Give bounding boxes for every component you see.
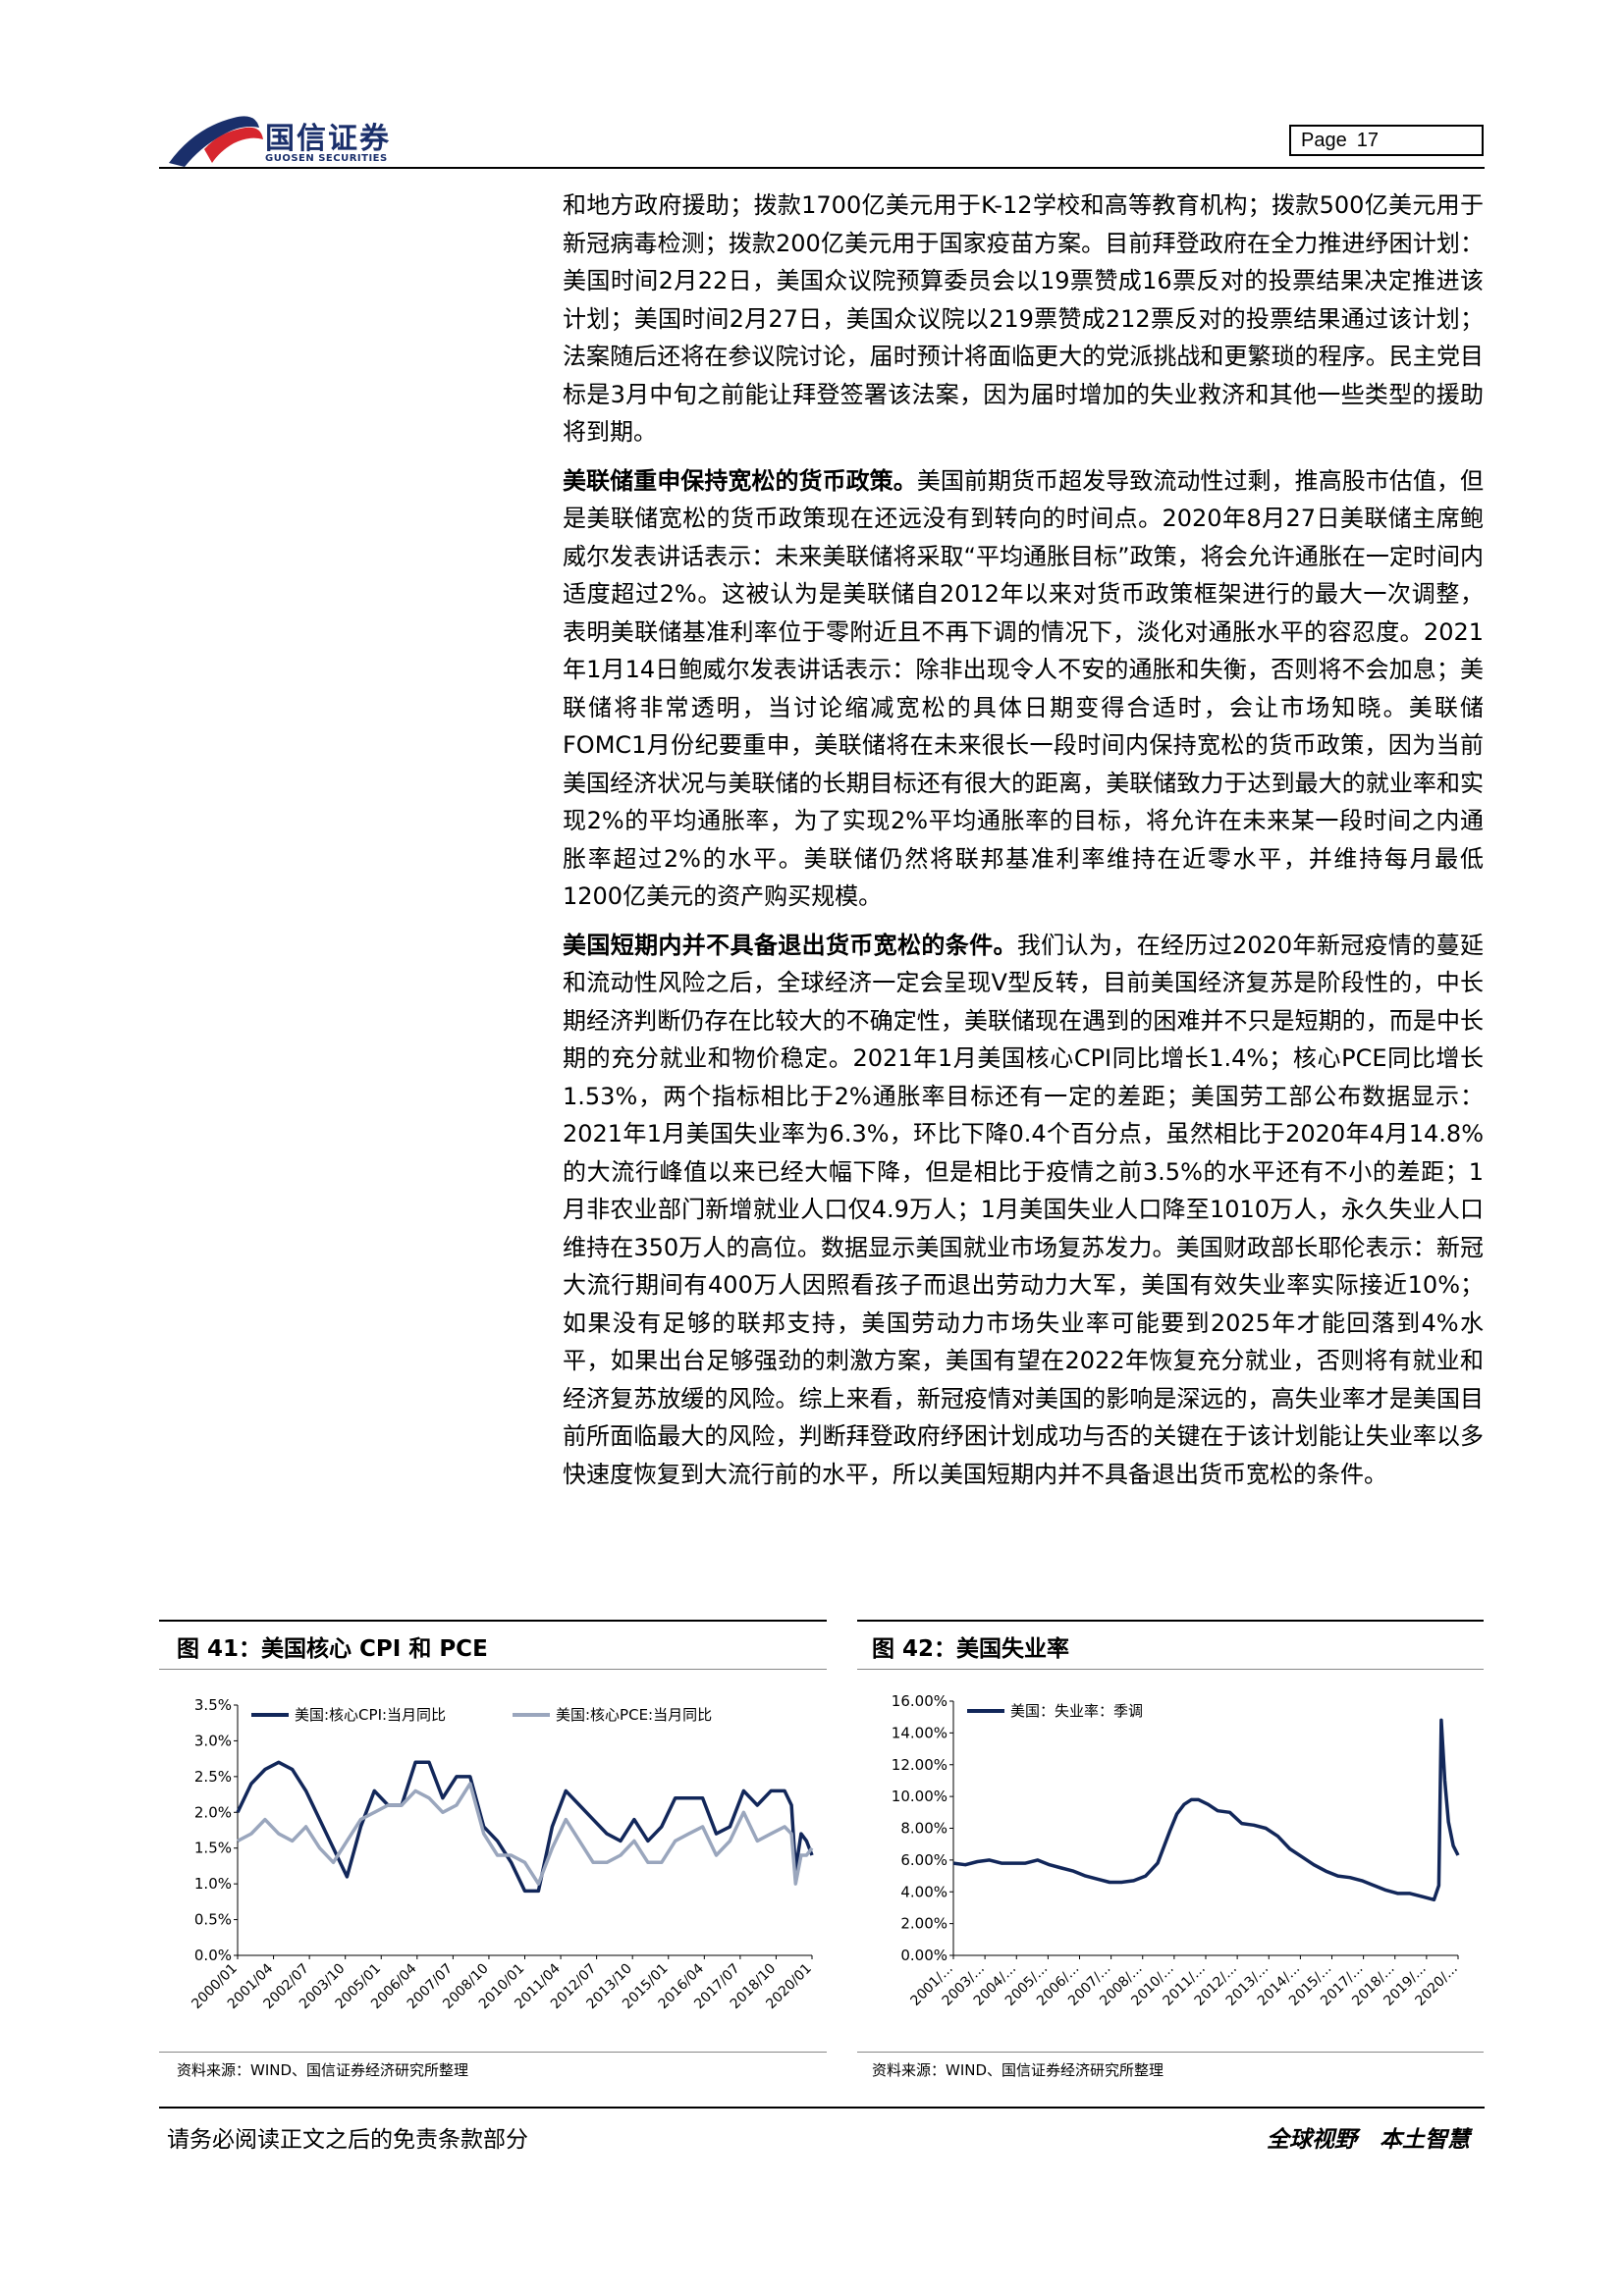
fig41-y-tick-label: 1.0% (194, 1875, 232, 1893)
fig42-y-tick-label: 6.00% (900, 1851, 947, 1869)
fig41-y-tick-label: 3.0% (194, 1732, 232, 1749)
logo-english-name: GUOSEN SECURITIES (265, 153, 388, 164)
paragraph-2-heading: 美联储重申保持宽松的货币政策。 (563, 466, 917, 495)
fig41-legend-label-2: 美国:核心PCE:当月同比 (556, 1706, 712, 1724)
fig42-y-tick-label: 14.00% (892, 1724, 947, 1741)
paragraph-3-heading: 美国短期内并不具备退出货币宽松的条件。 (563, 931, 1017, 959)
fig42-legend-label-1: 美国：失业率：季调 (1010, 1702, 1143, 1720)
page-label: Page (1301, 130, 1347, 151)
fig41-top-rule (159, 1620, 827, 1622)
page-number: 17 (1356, 130, 1379, 151)
fig42-series-line-1 (952, 1718, 1460, 1902)
fig41-chart: 0.0%0.5%1.0%1.5%2.0%2.5%3.0%3.5%2000/012… (189, 1696, 814, 2012)
footer-slogan: 全球视野 本土智慧 (1267, 2127, 1470, 2153)
fig41-source: 资料来源：WIND、国信证券经济研究所整理 (177, 2061, 469, 2079)
fig42-y-tick-label: 12.00% (892, 1756, 947, 1774)
fig41-title: 图 41：美国核心 CPI 和 PCE (177, 1636, 488, 1662)
fig41-y-tick-label: 2.0% (194, 1803, 232, 1821)
fig41-y-tick-label: 2.5% (194, 1768, 232, 1786)
fig42-title-rule (857, 1669, 1484, 1670)
fig42-y-tick-label: 2.00% (900, 1915, 947, 1933)
header-rule (159, 167, 1485, 169)
fig42-y-tick-label: 10.00% (892, 1788, 947, 1805)
page-number-box: Page 17 (1289, 125, 1484, 156)
footer-rule (159, 2107, 1485, 2109)
paragraph-3: 美国短期内并不具备退出货币宽松的条件。我们认为，在经历过2020年新冠疫情的蔓延… (563, 927, 1484, 1494)
fig42-y-tick-label: 4.00% (900, 1883, 947, 1900)
fig42-y-tick-label: 16.00% (892, 1692, 947, 1710)
fig41-series-line-1 (236, 1760, 814, 1894)
fig41-y-tick-label: 0.0% (194, 1947, 232, 1964)
fig42-y-tick-label: 0.00% (900, 1947, 947, 1964)
paragraph-3-text: 我们认为，在经历过2020年新冠疫情的蔓延和流动性风险之后，全球经济一定会呈现V… (563, 931, 1485, 1488)
logo-chinese-name: 国信证券 (265, 122, 391, 156)
footer-disclaimer: 请务必阅读正文之后的免责条款部分 (167, 2127, 528, 2153)
paragraph-2: 美联储重申保持宽松的货币政策。美国前期货币超发导致流动性过剩，推高股市估值，但是… (563, 462, 1484, 916)
fig41-bottom-rule (159, 2052, 827, 2053)
fig42-source: 资料来源：WIND、国信证券经济研究所整理 (872, 2061, 1164, 2079)
fig42-title: 图 42：美国失业率 (872, 1636, 1070, 1662)
fig42-bottom-rule (857, 2052, 1484, 2053)
paragraph-2-text: 美国前期货币超发导致流动性过剩，推高股市估值，但是美联储宽松的货币政策现在还远没… (563, 466, 1485, 911)
fig42-y-tick-label: 8.00% (900, 1820, 947, 1838)
paragraph-1: 和地方政府援助；拨款1700亿美元用于K-12学校和高等教育机构；拨款500亿美… (563, 191, 1484, 446)
fig42-chart: 0.00% 2.00% 4.00% 6.00% 8.00% 10.00% 12.00% 14.… (892, 1692, 1461, 2009)
fig41-y-tick-label: 1.5% (194, 1840, 232, 1857)
fig41-y-tick-label: 0.5% (194, 1911, 232, 1929)
company-logo (169, 116, 263, 167)
fig41-series-line-2 (237, 1782, 814, 1886)
fig41-y-tick-label: 3.5% (194, 1696, 232, 1714)
body-text: 和地方政府援助；拨款1700亿美元用于K-12学校和高等教育机构；拨款500亿美… (563, 187, 1484, 1504)
fig41-legend-label-1: 美国:核心CPI:当月同比 (295, 1706, 446, 1724)
fig41-title-rule (159, 1669, 827, 1670)
fig42-top-rule (857, 1620, 1484, 1622)
